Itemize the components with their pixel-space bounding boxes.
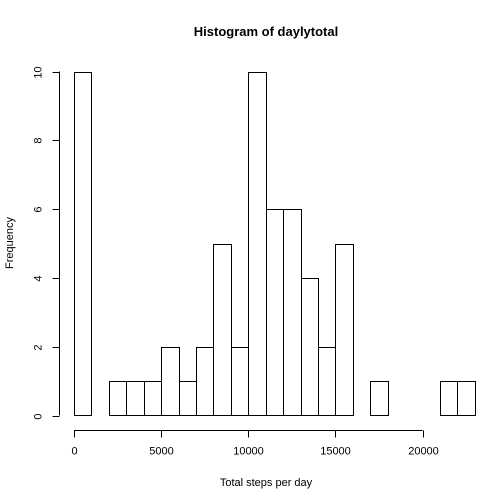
histogram-bar	[283, 209, 302, 416]
histogram-bar	[231, 347, 249, 416]
x-tick-label: 10000	[233, 446, 264, 458]
histogram-bar	[335, 244, 354, 416]
histogram-bar	[196, 347, 214, 416]
histogram-bar	[370, 381, 389, 416]
x-axis-label: Total steps per day	[220, 477, 313, 489]
histogram-bar	[213, 244, 232, 416]
histogram-bar	[74, 72, 92, 416]
x-tick-label: 20000	[408, 446, 439, 458]
y-tick-label: 10	[33, 66, 45, 78]
y-axis: 0 2 4 6 8 10	[33, 66, 60, 420]
histogram-bar	[301, 278, 319, 416]
y-tick-label: 2	[33, 344, 45, 350]
y-tick-label: 8	[33, 137, 45, 143]
y-tick-label: 4	[33, 275, 45, 281]
histogram-bar	[144, 381, 162, 416]
histogram-bar	[457, 381, 476, 416]
y-tick-label: 0	[33, 413, 45, 419]
bars-group	[74, 72, 476, 416]
histogram-bar	[126, 381, 145, 416]
x-tick-label: 5000	[149, 446, 173, 458]
y-tick-label: 6	[33, 206, 45, 212]
x-tick-label: 15000	[320, 446, 351, 458]
histogram-bar	[248, 72, 267, 416]
histogram-bar	[266, 209, 284, 416]
histogram-bar	[161, 347, 180, 416]
histogram-bar	[440, 381, 458, 416]
x-axis: 0 5000 10000 15000 20000	[71, 430, 439, 458]
histogram-bar	[109, 381, 127, 416]
histogram-bar	[318, 347, 336, 416]
chart-title: Histogram of daylytotal	[194, 24, 338, 39]
y-axis-label: Frequency	[4, 217, 16, 269]
x-tick-label: 0	[71, 446, 77, 458]
histogram-bar	[179, 381, 197, 416]
